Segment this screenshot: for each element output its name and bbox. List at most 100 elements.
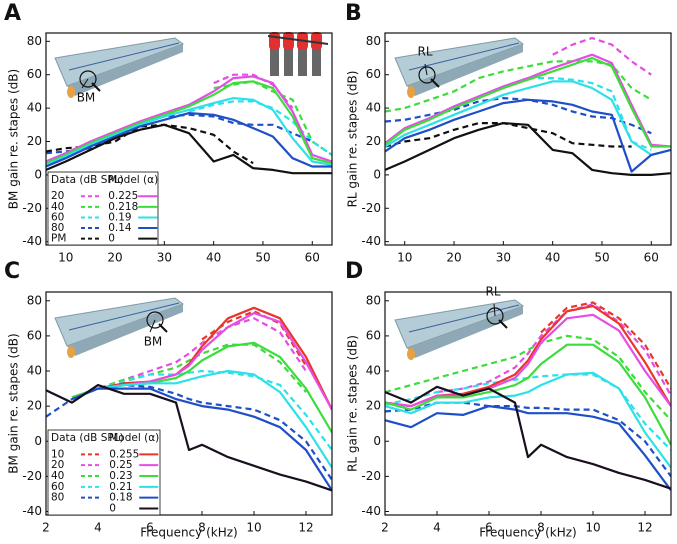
- data-line: [436, 303, 671, 397]
- legend-label: 20: [51, 459, 64, 471]
- legend-label: PM: [51, 233, 66, 245]
- y-tick-label: -20: [361, 469, 381, 483]
- y-tick-label: -40: [22, 234, 42, 248]
- y-tick-label: 20: [27, 134, 42, 148]
- panel: -40 -20 0 20 40 60 80 10 20 30 40 50 60 B RL gain re. …: [345, 1, 672, 265]
- panel-letter: D: [345, 259, 363, 284]
- panel-letter: C: [4, 259, 20, 284]
- plot-frame: [45, 291, 333, 516]
- legend-label: 10: [51, 448, 64, 460]
- x-tick-label: 50: [594, 251, 609, 265]
- probe: [158, 323, 168, 333]
- label-arrow: [149, 319, 156, 333]
- legend-label: 20: [51, 190, 64, 202]
- label-arrow: [493, 303, 496, 317]
- y-tick-label: 60: [366, 328, 381, 342]
- tip-link: [267, 35, 329, 45]
- x-tick-label: 10: [246, 521, 261, 535]
- cochlea-lower: [67, 304, 183, 356]
- legend-label: 0.225: [108, 190, 138, 202]
- x-tick-label: 6: [485, 521, 493, 535]
- y-axis-title: RL gain re. stapes (dB): [346, 71, 360, 208]
- legend-title: Data (dB SPL): [51, 432, 124, 444]
- plot-frame: [384, 291, 672, 516]
- cochlea-shape: [54, 37, 185, 87]
- y-tick-label: 40: [27, 364, 42, 378]
- legend-label: 0.255: [109, 448, 139, 460]
- legend-label: 0.25: [109, 459, 132, 471]
- y-tick-label: -40: [361, 234, 381, 248]
- series-layer: [385, 301, 671, 492]
- y-tick-label: 60: [366, 67, 381, 81]
- legend-box: [47, 429, 161, 516]
- cochlea-shape: [394, 37, 525, 87]
- model-line: [385, 56, 671, 148]
- legend-label: 0.21: [109, 481, 132, 493]
- legend-label: 60: [51, 481, 64, 493]
- model-line: [46, 97, 332, 166]
- cochlea-lower: [67, 44, 183, 96]
- data-line: [46, 384, 332, 481]
- data-line: [71, 369, 332, 451]
- y-tick-label: 0: [373, 434, 381, 448]
- x-axis-title: Frequency (kHz): [140, 526, 237, 540]
- x-tick-label: 40: [206, 251, 221, 265]
- y-tick-label: 0: [373, 167, 381, 181]
- y-tick-label: 80: [366, 34, 381, 48]
- y-tick-label: 20: [366, 399, 381, 413]
- y-axis-title: BM gain re. stapes (dB): [7, 69, 21, 209]
- membrane: [68, 302, 180, 331]
- y-tick-label: -20: [22, 201, 42, 215]
- series-layer: [46, 306, 332, 492]
- series-layer: [385, 36, 671, 176]
- data-line: [46, 113, 313, 155]
- model-line: [385, 98, 671, 173]
- round-window: [407, 86, 415, 98]
- measure-spot: [79, 70, 97, 88]
- legend-label: 0.218: [108, 201, 138, 213]
- measure-spot: [418, 66, 436, 84]
- y-tick-label: 0: [34, 167, 42, 181]
- y-tick-label: 80: [366, 293, 381, 307]
- membrane: [408, 304, 520, 333]
- model-line: [46, 384, 332, 492]
- probe: [91, 82, 101, 92]
- x-tick-label: 8: [198, 521, 206, 535]
- data-line: [385, 334, 671, 421]
- x-tick-label: 4: [94, 521, 102, 535]
- legend-title: Data (dB SPL): [51, 174, 124, 186]
- stereocilium-tip: [311, 32, 322, 50]
- probe: [430, 78, 440, 88]
- x-tick-label: 2: [381, 521, 389, 535]
- model-line: [385, 405, 671, 492]
- y-tick-label: 20: [27, 399, 42, 413]
- y-tick-label: 40: [366, 101, 381, 115]
- model-line: [46, 75, 332, 163]
- probe: [498, 319, 508, 329]
- model-line: [46, 123, 332, 175]
- inset-label: RL: [417, 45, 432, 59]
- legend-label: 60: [51, 211, 64, 223]
- plot-frame: [384, 32, 672, 246]
- model-line: [385, 343, 671, 446]
- y-tick-label: 60: [27, 67, 42, 81]
- inset-label: BM: [144, 335, 163, 349]
- legend-label: 0.19: [108, 211, 131, 223]
- y-axis-title: BM gain re. stapes (dB): [7, 333, 21, 473]
- legend-title: Model (α): [109, 432, 159, 444]
- legend-label: 0.23: [109, 470, 132, 482]
- y-tick-label: -40: [361, 504, 381, 518]
- model-line: [385, 313, 671, 408]
- x-tick-label: 20: [446, 251, 461, 265]
- legend-label: 0.14: [108, 222, 132, 234]
- data-line: [552, 36, 652, 76]
- plot-frame: [45, 32, 333, 246]
- x-tick-label: 4: [433, 521, 441, 535]
- measure-spot: [486, 307, 504, 325]
- x-tick-label: 30: [157, 251, 172, 265]
- label-arrow: [81, 78, 89, 89]
- y-tick-label: 80: [27, 34, 42, 48]
- model-line: [71, 369, 332, 469]
